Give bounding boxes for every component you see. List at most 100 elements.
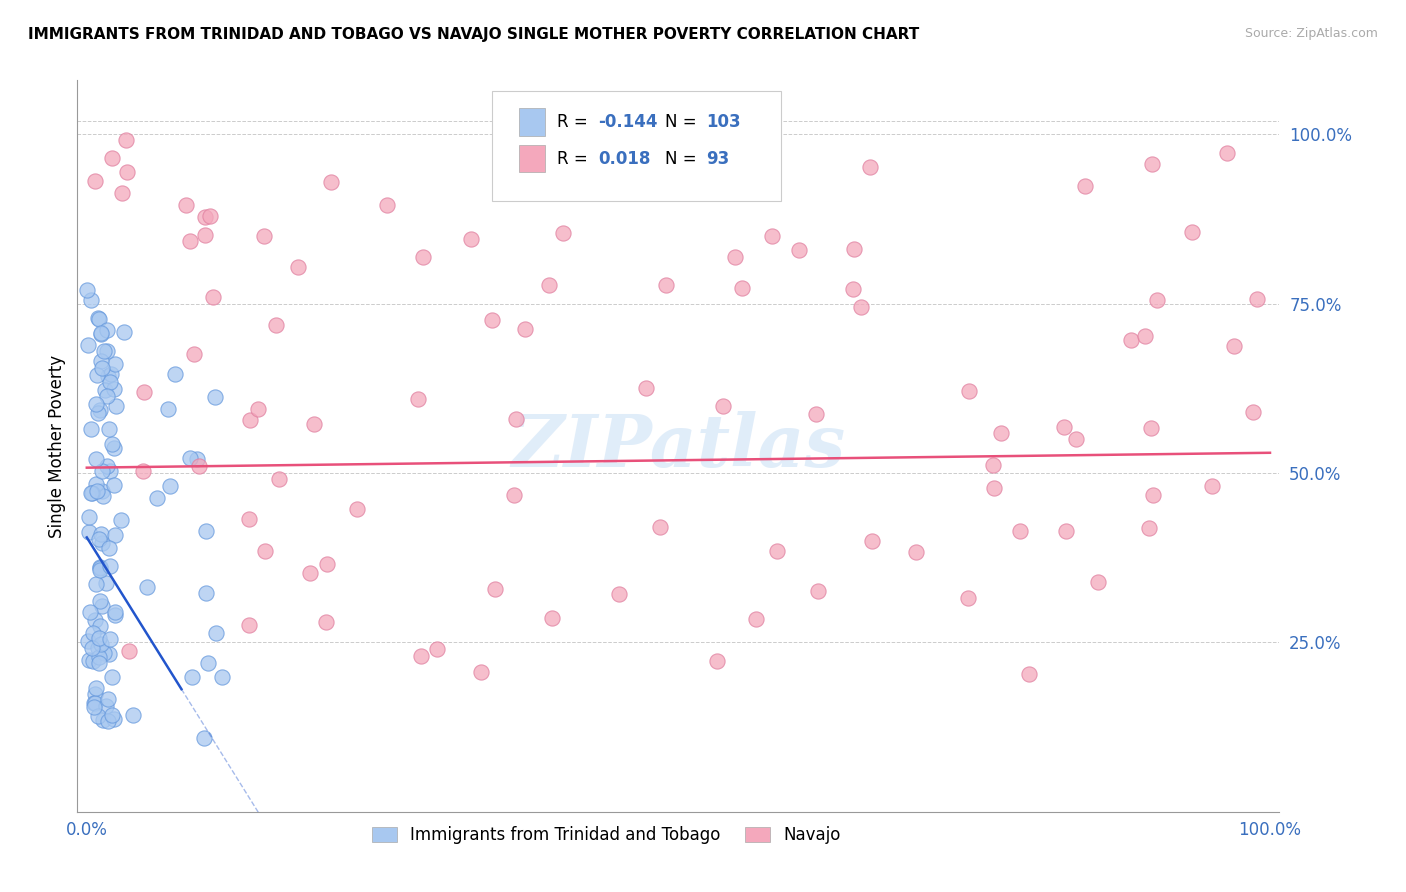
Point: [98, 632, 121, 647]
Point: [513, 322, 536, 336]
Point: [238, 511, 260, 525]
Point: [114, 133, 136, 147]
Point: [103, 477, 125, 491]
Text: Source: ZipAtlas.com: Source: ZipAtlas.com: [1244, 27, 1378, 40]
Point: [859, 160, 882, 174]
Point: [1246, 292, 1268, 306]
Point: [84, 397, 107, 411]
Point: [93, 383, 115, 397]
Point: [118, 644, 141, 658]
Point: [505, 412, 527, 426]
Point: [957, 591, 980, 606]
Point: [89, 560, 111, 574]
Point: [377, 197, 399, 211]
Point: [77, 525, 100, 540]
Point: [745, 612, 768, 626]
Point: [91, 464, 114, 478]
Point: [1054, 524, 1077, 538]
Point: [100, 367, 122, 381]
Point: [842, 243, 865, 257]
Point: [84, 451, 107, 466]
Point: [186, 451, 208, 466]
Point: [959, 384, 981, 399]
Point: [84, 681, 107, 696]
Point: [253, 229, 276, 244]
Point: [761, 229, 783, 244]
Point: [79, 605, 101, 619]
Point: [112, 325, 135, 339]
Y-axis label: Single Mother Poverty: Single Mother Poverty: [48, 354, 66, 538]
Point: [983, 481, 1005, 495]
Point: [104, 607, 127, 622]
Point: [1241, 404, 1264, 418]
Point: [86, 484, 108, 499]
Point: [104, 399, 127, 413]
Point: [634, 381, 657, 395]
Point: [80, 640, 103, 655]
Point: [104, 358, 127, 372]
Point: [111, 186, 134, 201]
Point: [77, 510, 100, 524]
Point: [87, 649, 110, 664]
Point: [159, 479, 181, 493]
Point: [98, 558, 121, 573]
Point: [77, 337, 100, 351]
Point: [84, 174, 107, 188]
Point: [654, 278, 676, 293]
Point: [842, 281, 865, 295]
Point: [174, 198, 197, 212]
Point: [211, 669, 233, 683]
Point: [254, 543, 277, 558]
Point: [1074, 178, 1097, 193]
Point: [87, 709, 110, 723]
Point: [1215, 146, 1237, 161]
Point: [136, 580, 159, 594]
Point: [201, 290, 224, 304]
Point: [187, 458, 209, 473]
Point: [84, 696, 107, 710]
Point: [96, 698, 118, 713]
Point: [804, 407, 827, 421]
Point: [87, 406, 110, 420]
Point: [1010, 524, 1032, 539]
Text: N =: N =: [665, 150, 702, 168]
Point: [195, 585, 218, 599]
Point: [98, 376, 121, 390]
Point: [90, 638, 112, 652]
Point: [89, 532, 111, 546]
Point: [246, 402, 269, 417]
Point: [1181, 226, 1204, 240]
Point: [97, 541, 120, 555]
Text: 0.018: 0.018: [598, 150, 650, 168]
Point: [132, 464, 155, 478]
Point: [179, 450, 201, 465]
Point: [731, 281, 754, 295]
Point: [181, 670, 204, 684]
Point: [609, 587, 631, 601]
Point: [1018, 667, 1040, 681]
Point: [1142, 488, 1164, 502]
Point: [80, 293, 103, 307]
FancyBboxPatch shape: [492, 91, 780, 201]
Point: [470, 665, 492, 679]
Point: [157, 401, 180, 416]
Point: [316, 558, 339, 572]
Point: [298, 566, 321, 580]
Point: [97, 714, 120, 729]
Point: [89, 403, 111, 417]
Point: [98, 648, 121, 662]
Point: [80, 486, 103, 500]
Point: [86, 368, 108, 382]
Point: [90, 326, 112, 341]
Point: [406, 392, 429, 407]
Point: [1146, 293, 1168, 307]
Point: [1137, 521, 1160, 535]
Point: [84, 477, 107, 491]
Point: [551, 226, 574, 240]
Point: [412, 251, 434, 265]
Point: [194, 228, 217, 243]
Point: [591, 186, 613, 201]
Point: [84, 613, 107, 627]
Text: R =: R =: [557, 113, 593, 131]
Point: [89, 560, 111, 574]
